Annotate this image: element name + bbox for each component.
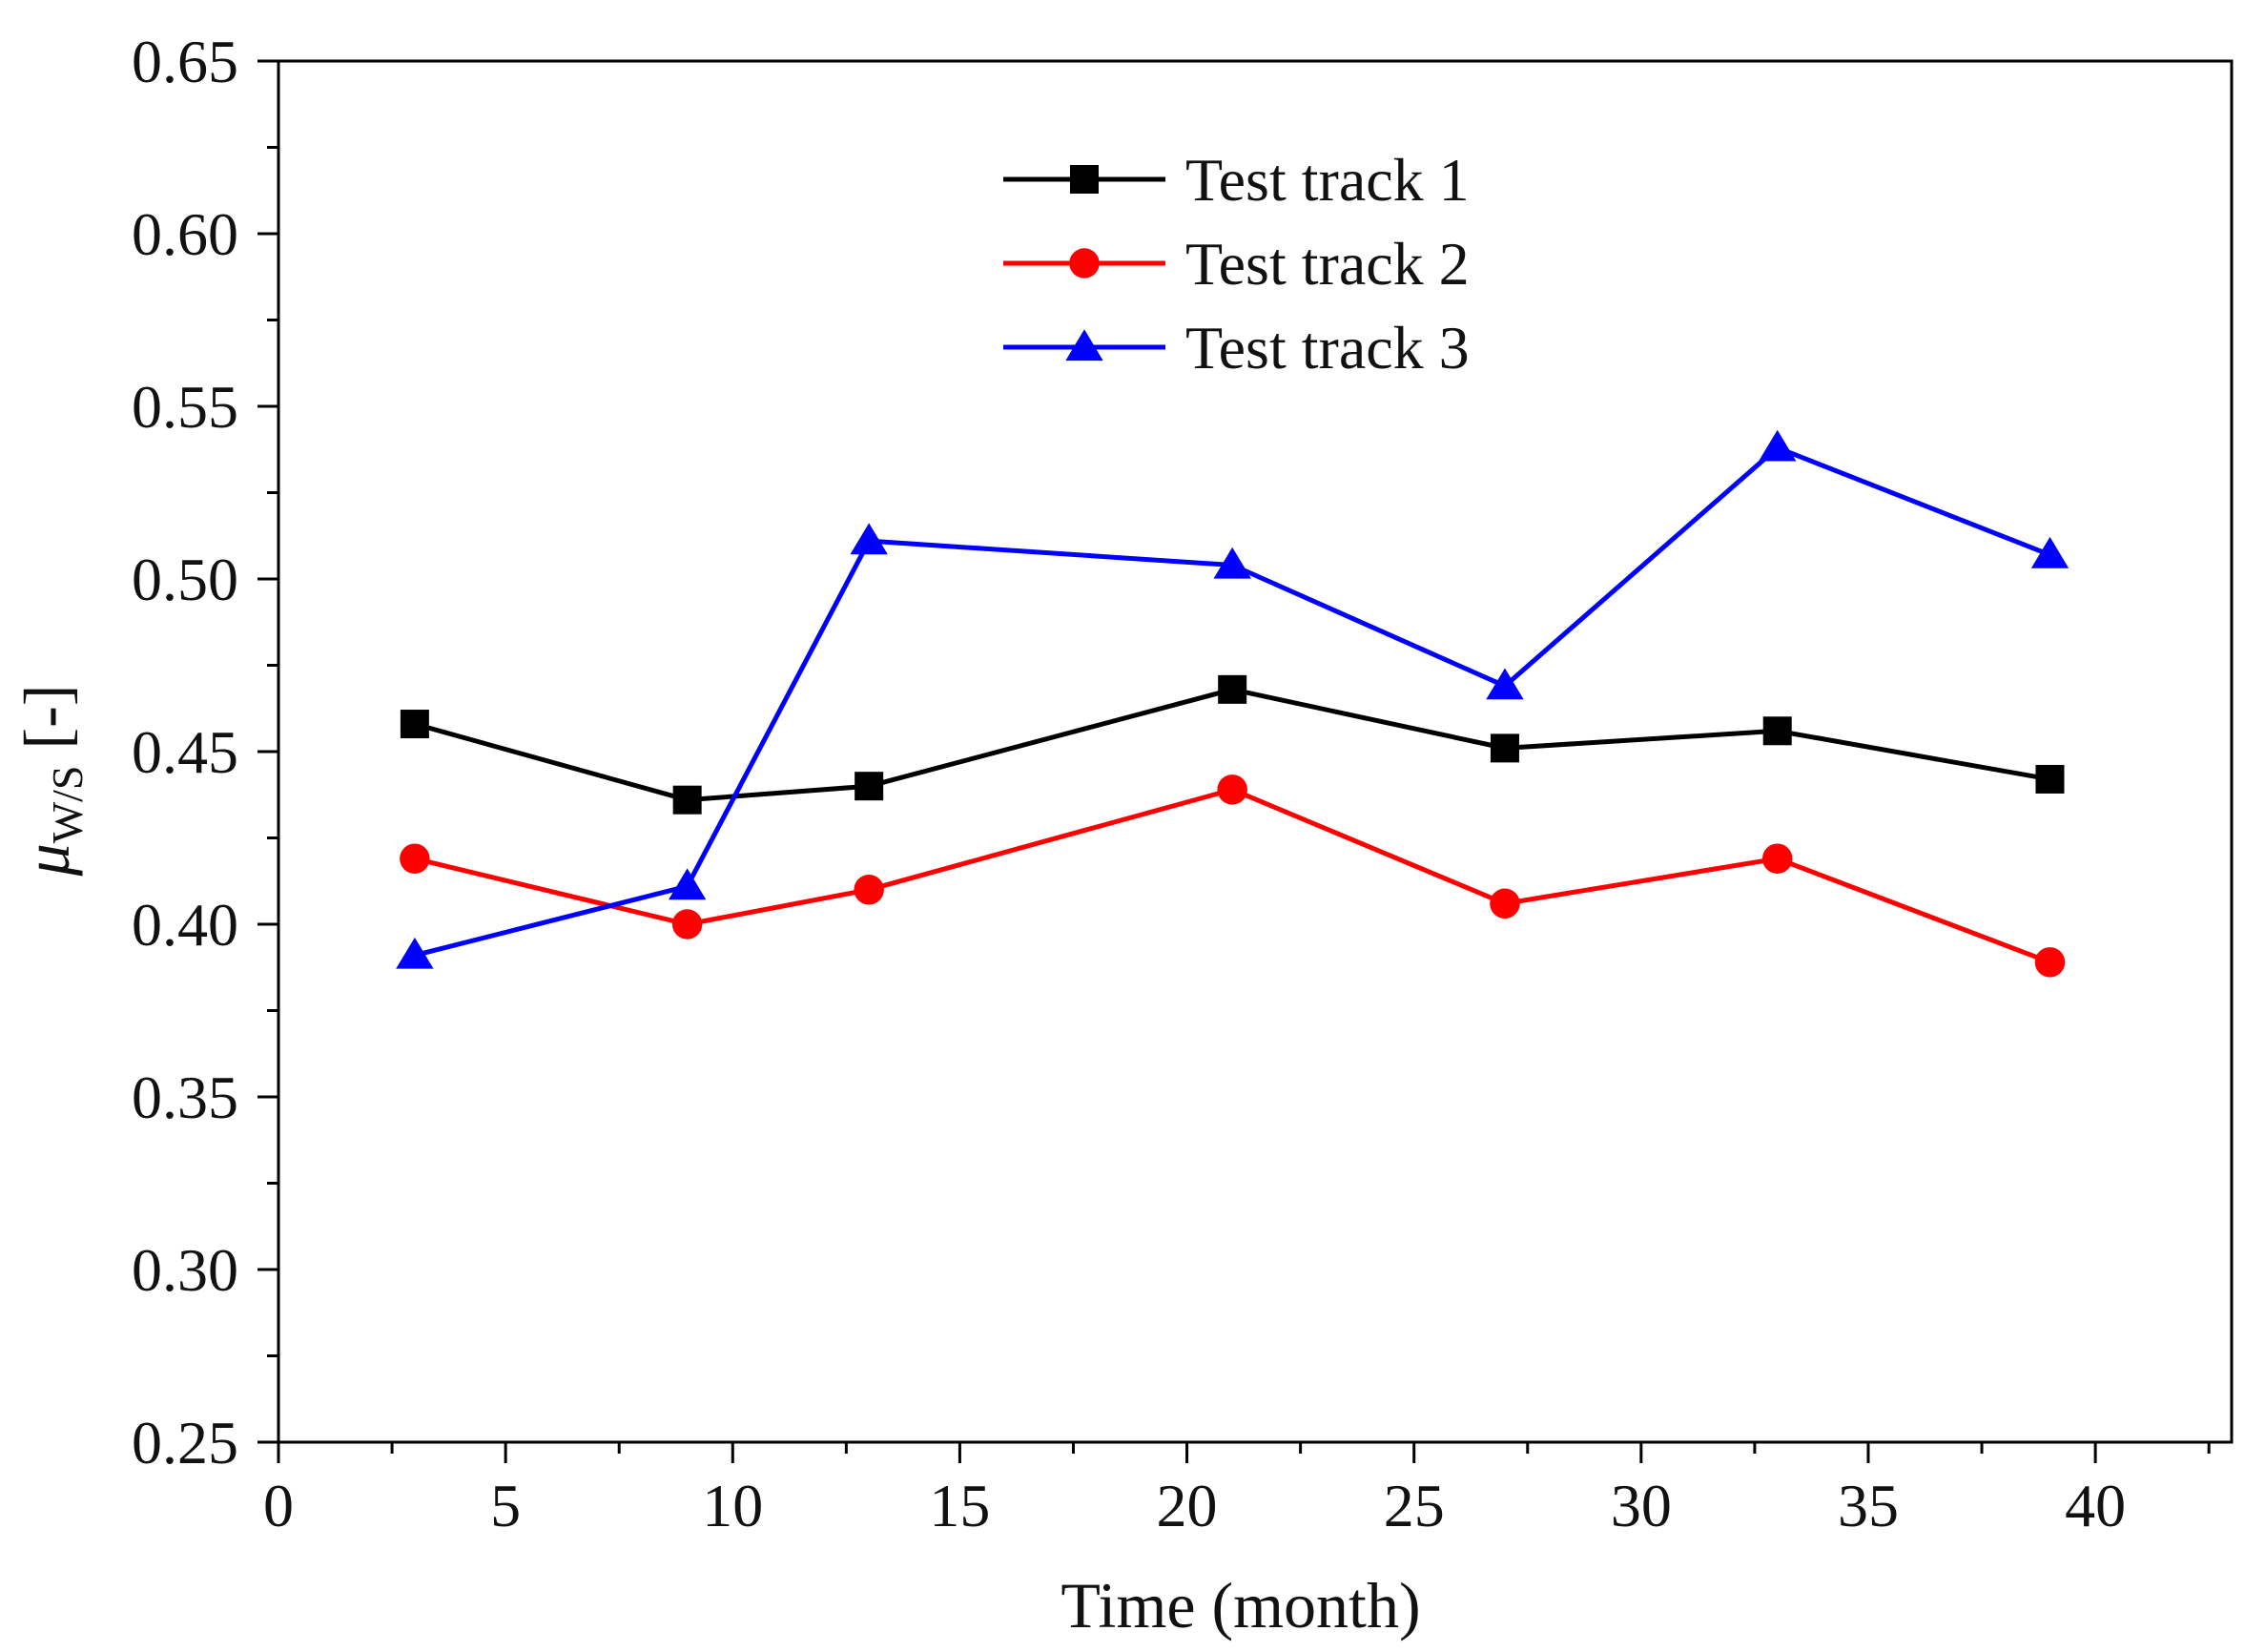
data-point xyxy=(671,909,703,940)
legend-label: Test track 3 xyxy=(1185,314,1470,382)
y-tick-label: 0.30 xyxy=(132,1236,238,1304)
y-tick-label: 0.40 xyxy=(132,891,238,959)
data-point xyxy=(2034,947,2066,978)
y-axis-title: μW/S [-] xyxy=(10,685,92,878)
data-point xyxy=(1762,716,1792,746)
legend-item: Test track 3 xyxy=(1003,314,1470,382)
data-point xyxy=(854,875,884,905)
y-axis-title-symbol: μ xyxy=(10,843,83,877)
data-point xyxy=(672,785,702,815)
x-axis-title: Time (month) xyxy=(1060,1569,1420,1642)
legend-item: Test track 2 xyxy=(1003,230,1470,298)
data-point xyxy=(400,843,430,874)
x-axis: 0 5 10 15 20 25 30 35 40 xyxy=(263,1442,2211,1539)
y-tick-label: 0.35 xyxy=(132,1063,238,1131)
data-point xyxy=(1490,888,1520,919)
data-point xyxy=(1486,668,1524,700)
data-point xyxy=(396,937,434,969)
data-point xyxy=(855,772,884,801)
y-tick-label: 0.25 xyxy=(132,1409,238,1476)
data-point xyxy=(850,523,888,555)
series-3 xyxy=(396,429,2069,969)
x-tick-label: 25 xyxy=(1384,1472,1445,1539)
data-point xyxy=(668,868,707,900)
x-tick-label: 30 xyxy=(1611,1472,1672,1539)
data-point xyxy=(1761,843,1793,874)
data-point xyxy=(1213,547,1251,579)
legend-item: Test track 1 xyxy=(1003,146,1470,214)
x-tick-label: 40 xyxy=(2065,1472,2126,1539)
y-axis-title-unit: [-] xyxy=(10,685,83,766)
data-point xyxy=(2035,764,2065,794)
x-tick-label: 15 xyxy=(929,1472,990,1539)
y-tick-label: 0.60 xyxy=(132,200,238,268)
series-1 xyxy=(400,674,2065,815)
legend-label: Test track 1 xyxy=(1185,146,1470,214)
series-layer xyxy=(396,429,2069,978)
x-tick-label: 0 xyxy=(263,1472,294,1539)
y-tick-label: 0.55 xyxy=(132,373,238,441)
y-axis-title-subscript: W/S xyxy=(43,766,92,844)
data-point xyxy=(400,710,429,739)
x-tick-label: 35 xyxy=(1838,1472,1899,1539)
x-tick-label: 10 xyxy=(702,1472,763,1539)
data-point xyxy=(1490,733,1519,763)
data-point xyxy=(1759,429,1797,462)
y-tick-label: 0.65 xyxy=(132,28,238,95)
series-2 xyxy=(400,774,2066,978)
legend-label: Test track 2 xyxy=(1185,230,1470,298)
legend-marker xyxy=(1070,165,1099,194)
y-tick-label: 0.45 xyxy=(132,718,238,786)
y-tick-label: 0.50 xyxy=(132,546,238,613)
data-point xyxy=(2030,536,2069,568)
x-tick-label: 5 xyxy=(490,1472,521,1539)
legend: Test track 1 Test track 2 Test track 3 xyxy=(1003,146,1470,382)
legend-marker xyxy=(1069,248,1100,279)
data-point xyxy=(1218,674,1247,704)
series-line xyxy=(414,787,2051,965)
legend-marker xyxy=(1065,329,1103,361)
data-point xyxy=(1217,774,1247,805)
x-tick-label: 20 xyxy=(1157,1472,1218,1539)
y-axis: 0.25 0.30 0.35 0.40 0.45 0.50 0.55 0.60 0.65 xyxy=(132,28,278,1476)
